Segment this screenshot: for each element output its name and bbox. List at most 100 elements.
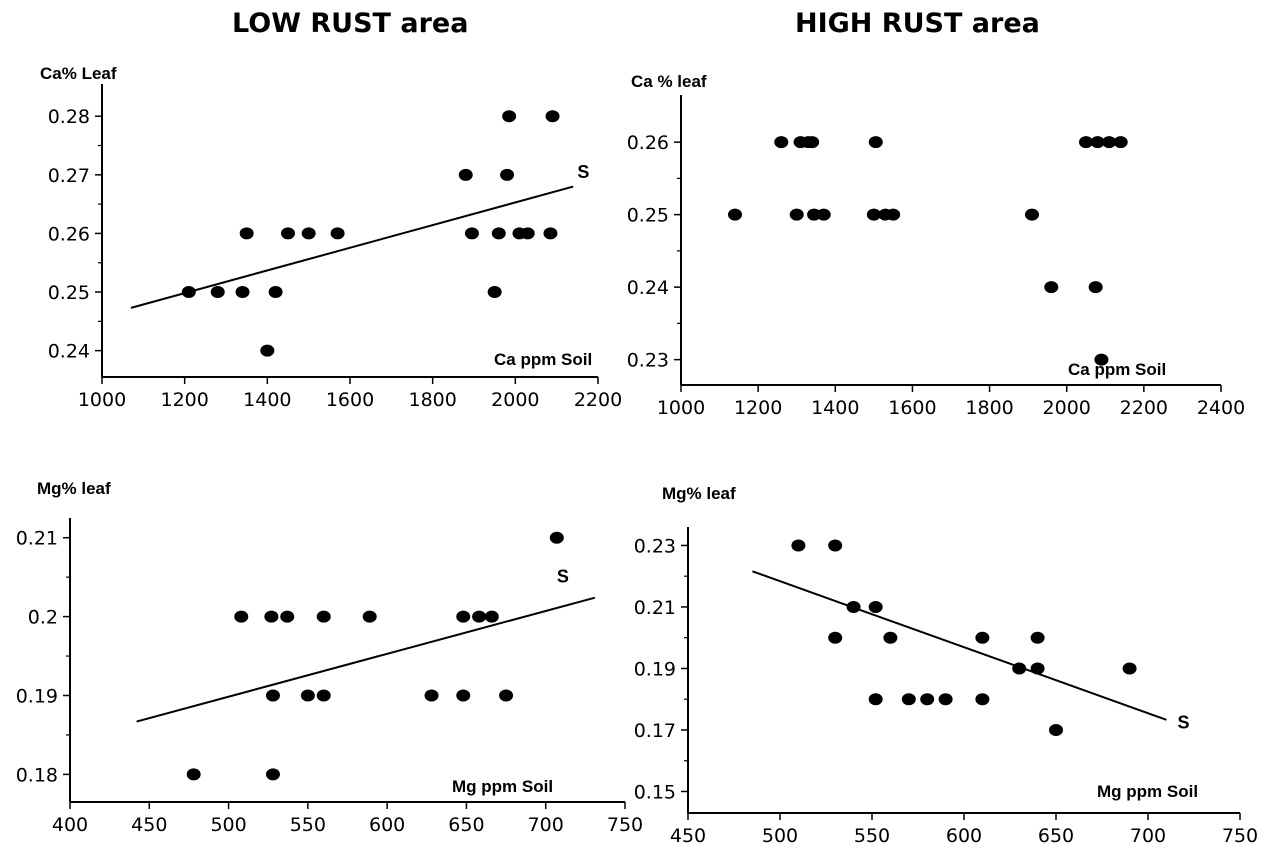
low-ca-data-point	[330, 227, 345, 240]
high-mg-data-point	[883, 631, 898, 644]
high-ca-data-point	[805, 136, 820, 149]
low-ca-x-tick-label: 2000	[491, 389, 539, 411]
high-ca-data-point	[1044, 281, 1059, 294]
low-mg-x-tick-label: 500	[210, 814, 246, 836]
low-mg-x-tick-label: 600	[369, 814, 405, 836]
high-ca-x-tick-label: 1000	[657, 397, 705, 419]
low-rust-section-title: LOW RUST area	[232, 8, 469, 39]
low-mg-data-point	[549, 531, 564, 544]
low-mg-data-point	[456, 610, 471, 623]
low-mg-data-point	[362, 610, 377, 623]
high-mg-y-tick-label: 0.17	[634, 720, 676, 742]
low-mg-data-point	[264, 610, 279, 623]
low-ca-x-tick-label: 1800	[408, 389, 456, 411]
high-ca-data-point	[728, 208, 742, 221]
low-ca-y-tick-label: 0.25	[48, 282, 90, 304]
high-mg-y-axis-title: Mg% leaf	[662, 484, 736, 503]
high-mg-y-tick-label: 0.21	[634, 597, 676, 619]
low-ca-data-point	[502, 110, 517, 123]
high-mg-x-axis-title: Mg ppm Soil	[1097, 782, 1198, 801]
low-ca-data-point	[281, 227, 295, 240]
high-ca-x-tick-label: 1200	[734, 397, 782, 419]
high-mg-x-tick-label: 500	[762, 825, 798, 847]
low-mg-trend-label: S	[557, 567, 569, 587]
low-ca-y-axis-title: Ca% Leaf	[40, 64, 117, 83]
low-ca-y-tick-label: 0.24	[48, 341, 90, 363]
high-ca-data-point	[868, 136, 883, 149]
high-mg-data-point	[846, 600, 861, 613]
low-mg-data-point	[265, 768, 280, 781]
high-ca-data-point	[807, 208, 822, 221]
high-mg-data-point	[828, 631, 843, 644]
low-mg-x-tick-label: 700	[528, 814, 564, 836]
low-ca-data-point	[235, 286, 250, 299]
low-mg-x-tick-label: 750	[607, 814, 643, 836]
high-mg-x-tick-label: 750	[1222, 825, 1258, 847]
low-mg-data-point	[424, 689, 439, 702]
low-ca-data-point	[239, 227, 254, 240]
high-ca-data-point	[774, 136, 789, 149]
low-ca-trend-label: S	[577, 162, 589, 182]
low-mg-y-tick-label: 0.19	[16, 686, 58, 708]
high-mg-trend-label: S	[1177, 712, 1189, 732]
low-ca-data-point	[301, 227, 316, 240]
low-ca-data-point	[210, 286, 225, 299]
high-mg-x-tick-label: 450	[670, 825, 706, 847]
high-ca-y-tick-label: 0.25	[627, 205, 669, 227]
low-mg-data-point	[234, 610, 249, 623]
high-mg-data-point	[1030, 631, 1045, 644]
low-ca-data-point	[487, 286, 502, 299]
low-mg-y-tick-label: 0.18	[16, 764, 58, 786]
low-mg-data-point	[265, 689, 280, 702]
low-ca-x-tick-label: 2200	[574, 389, 622, 411]
high-mg-y-tick-label: 0.15	[634, 781, 676, 803]
high-ca-x-tick-label: 1400	[811, 397, 859, 419]
high-ca-y-axis-title: Ca % leaf	[631, 72, 707, 91]
low-ca-x-tick-label: 1400	[243, 389, 291, 411]
high-mg-y-tick-label: 0.19	[634, 658, 676, 680]
high-rust-section-title: HIGH RUST area	[795, 8, 1040, 39]
low-ca-data-point	[458, 168, 473, 181]
low-mg-data-point	[280, 610, 295, 623]
high-ca-y-tick-label: 0.24	[627, 277, 669, 299]
high-mg-data-point	[975, 693, 990, 706]
high-mg-data-point	[901, 693, 916, 706]
low-ca-trendline	[130, 185, 574, 309]
high-mg-data-point	[920, 693, 935, 706]
low-mg-x-tick-label: 550	[290, 814, 326, 836]
high-mg-x-tick-label: 600	[946, 825, 982, 847]
high-mg-data-point	[791, 539, 806, 552]
high-ca-x-axis-title: Ca ppm Soil	[1068, 360, 1166, 379]
high-mg-data-point	[975, 631, 990, 644]
low-ca-y-tick-label: 0.27	[48, 165, 90, 187]
low-mg-data-point	[316, 610, 331, 623]
low-mg-data-point	[186, 768, 201, 781]
low-ca-x-tick-label: 1200	[160, 389, 208, 411]
high-mg-data-point	[1030, 662, 1045, 675]
low-ca-y-tick-label: 0.28	[48, 106, 90, 128]
low-ca-y-tick-label: 0.26	[48, 223, 90, 245]
high-ca-x-tick-label: 1800	[965, 397, 1013, 419]
high-ca-data-point	[816, 208, 831, 221]
low-mg-y-tick-label: 0.2	[28, 607, 58, 629]
high-mg-x-tick-label: 550	[854, 825, 890, 847]
low-ca-data-point	[543, 227, 558, 240]
high-ca-data-point	[789, 208, 804, 221]
low-mg-x-axis-title: Mg ppm Soil	[452, 777, 553, 796]
high-mg-y-tick-label: 0.23	[634, 535, 676, 557]
high-ca-data-point	[1113, 136, 1128, 149]
high-mg-data-point	[1012, 662, 1027, 675]
high-mg-x-tick-label: 700	[1130, 825, 1166, 847]
low-mg-x-tick-label: 450	[131, 814, 167, 836]
low-mg-data-point	[300, 689, 315, 702]
high-mg-data-point	[868, 693, 883, 706]
low-ca-data-point	[491, 227, 506, 240]
high-ca-data-point	[866, 208, 881, 221]
high-mg-x-tick-label: 650	[1038, 825, 1074, 847]
high-mg-data-point	[1049, 723, 1063, 736]
low-ca-data-point	[268, 286, 283, 299]
high-ca-y-tick-label: 0.23	[627, 350, 669, 372]
low-mg-data-point	[316, 689, 331, 702]
high-ca-data-point	[1025, 208, 1039, 221]
high-ca-data-point	[1102, 136, 1117, 149]
